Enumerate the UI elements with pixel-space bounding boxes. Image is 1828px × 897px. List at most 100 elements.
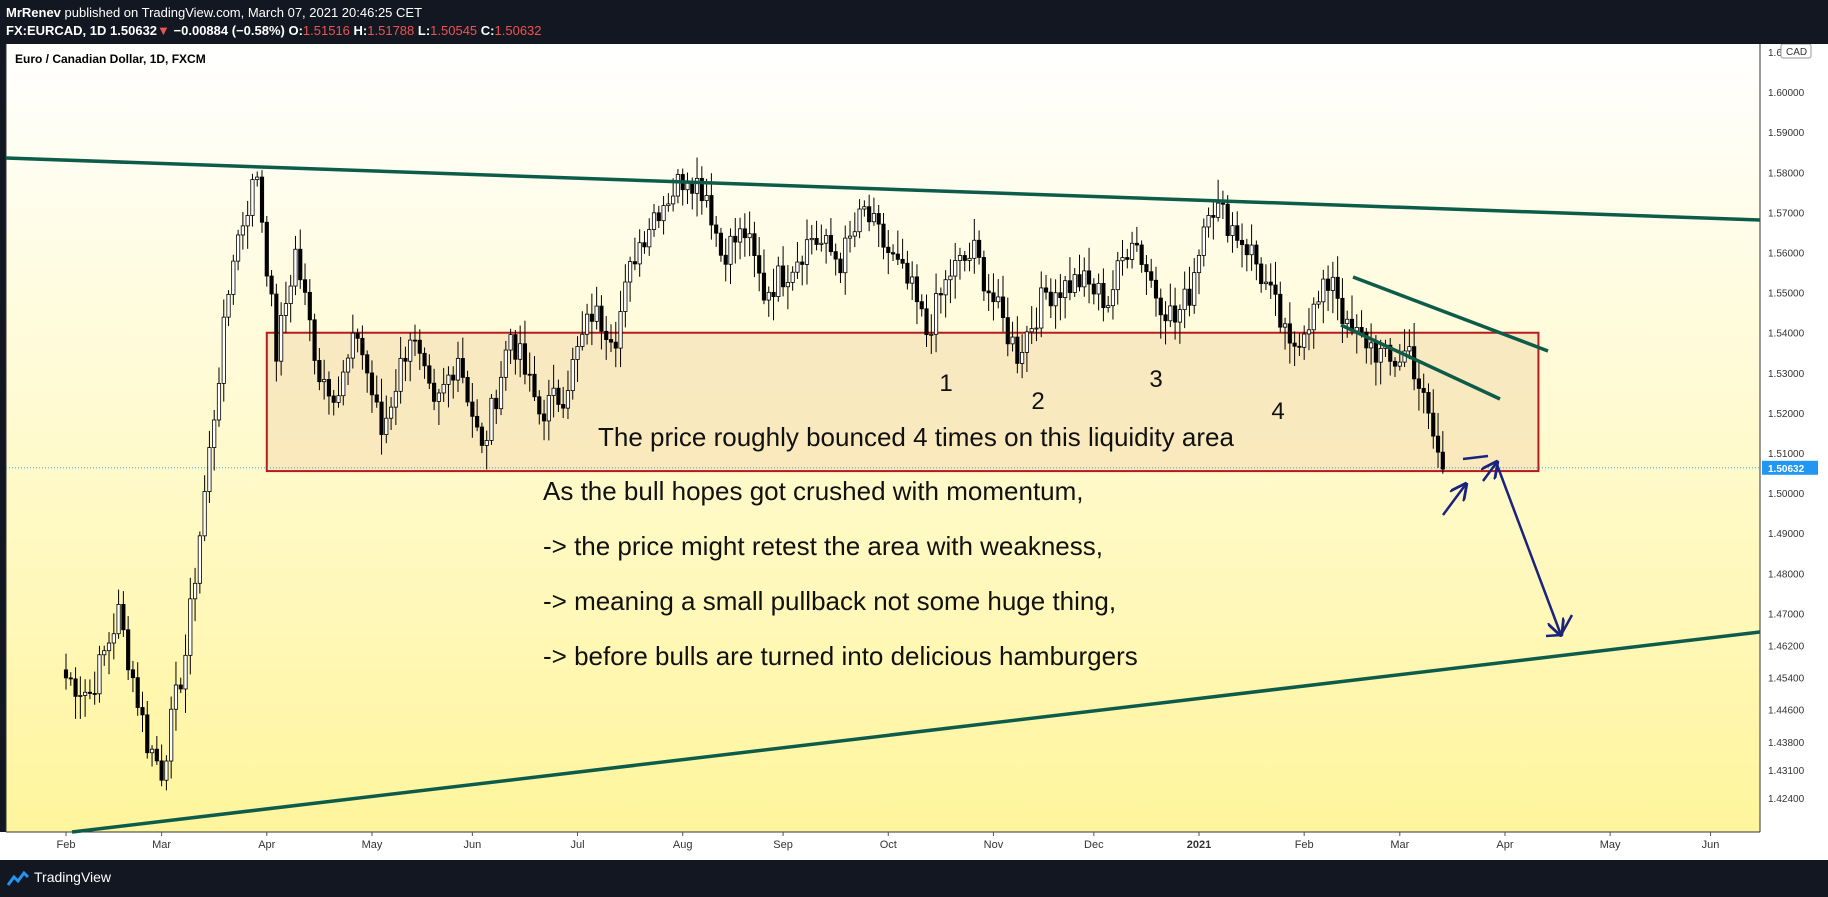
candle-body (594, 305, 599, 322)
candle-body (1421, 387, 1426, 393)
candle-body (398, 357, 403, 392)
upper-trendline[interactable] (5, 156, 1761, 222)
candle-body (1043, 287, 1049, 293)
candle-body (183, 654, 188, 690)
candle-body (537, 396, 542, 415)
candle-body (608, 339, 614, 343)
candle-body (173, 684, 179, 710)
candle-body (752, 233, 757, 256)
y-tick-label: 1.54000 (1768, 329, 1805, 340)
candles (63, 157, 1445, 791)
candle-body (704, 195, 709, 202)
candle-body (226, 293, 231, 318)
candle-body (121, 604, 126, 631)
candle-body (1364, 331, 1369, 349)
candle-body (953, 260, 958, 277)
candle-body (63, 669, 69, 679)
candle-body (1182, 288, 1187, 311)
liquidity-zone-box[interactable] (265, 331, 1540, 473)
candle-body (1311, 303, 1316, 331)
candle-body (389, 406, 394, 419)
x-tick-label: Dec (1084, 839, 1104, 851)
x-tick-label: Aug (673, 839, 693, 851)
candle-body (972, 239, 977, 259)
channel-upper-line[interactable] (1352, 275, 1549, 353)
candle-body (1302, 333, 1307, 348)
y-tick-label: 1.59000 (1768, 128, 1805, 139)
candle-body (508, 334, 513, 351)
candle-body (623, 281, 628, 312)
candle-body (522, 343, 528, 375)
currency-badge[interactable]: CAD (1780, 44, 1812, 59)
channel-lower-line[interactable] (1340, 323, 1501, 401)
x-axis-ticks: Feb Mar Apr May Jun Jul Aug Sep Oct Nov Dec 2021 Feb… (57, 832, 1719, 851)
candle-body (699, 177, 704, 202)
candle-body (742, 228, 747, 239)
pullback-arrow-1[interactable] (1441, 484, 1466, 516)
candle-body (800, 261, 805, 265)
candle-body (288, 285, 293, 304)
y-tick-label: 1.53000 (1768, 369, 1805, 380)
candle-body (981, 257, 986, 292)
candle-body (747, 233, 752, 239)
candle-body (1373, 342, 1378, 363)
candle-body (365, 354, 370, 374)
currency-label: CAD (1786, 47, 1807, 58)
drop-arrow[interactable] (1494, 461, 1561, 635)
candle-body (986, 290, 991, 294)
candle-body (1000, 296, 1006, 319)
candle-body (1440, 451, 1445, 470)
lower-trendline[interactable] (71, 630, 1761, 834)
candle-body (498, 376, 504, 410)
commentary-line: As the bull hopes got crushed with momen… (543, 476, 1084, 506)
x-tick-label: 2021 (1187, 839, 1211, 851)
candle-body (341, 371, 346, 397)
price-chart[interactable]: Euro / Canadian Dollar, 1D, FXCM 1.61000… (0, 44, 1828, 860)
pullback-arrow-2[interactable] (1483, 462, 1497, 482)
candle-body (1139, 244, 1144, 265)
candle-body (369, 372, 375, 396)
candle-body (546, 395, 551, 422)
candle-body (274, 293, 279, 362)
candle-body (197, 535, 202, 584)
candle-body (1211, 215, 1216, 218)
candle-body (384, 417, 389, 435)
candle-body (1416, 378, 1421, 389)
candle-body (790, 271, 795, 283)
candle-body (1335, 276, 1340, 299)
candle-body (934, 293, 939, 335)
candle-body (814, 238, 819, 245)
brand-name[interactable]: TradingView (34, 869, 112, 885)
y-tick-label: 1.47000 (1768, 609, 1805, 620)
y-tick-label: 1.49000 (1768, 529, 1805, 540)
candle-body (159, 760, 164, 781)
candle-body (255, 176, 260, 181)
candle-body (331, 395, 336, 403)
time-axis (0, 832, 1828, 860)
candle-body (556, 387, 561, 405)
candle-body (1125, 257, 1130, 260)
y-tick-label: 1.43100 (1768, 766, 1805, 777)
x-tick-label: Apr (1496, 839, 1513, 851)
candle-body (675, 174, 680, 197)
candle-body (169, 708, 174, 762)
candle-body (1206, 215, 1211, 228)
candle-body (259, 176, 265, 223)
author-name[interactable]: MrRenev (6, 5, 61, 20)
last-price-label: 1.50632 (1768, 464, 1805, 475)
candle-body (991, 292, 996, 303)
candle-body (632, 261, 637, 265)
ohlc-line: FX:EURCAD, 1D 1.50632▼ −0.00884 (−0.58%)… (6, 23, 542, 38)
candle-body (1158, 297, 1163, 316)
candle-body (111, 633, 116, 644)
candle-body (513, 334, 518, 360)
candle-body (1225, 203, 1230, 236)
high-label: H: (353, 23, 368, 38)
candle-body (737, 228, 743, 243)
candle-body (193, 582, 198, 600)
candle-body (422, 352, 427, 367)
candle-body (503, 349, 508, 378)
candle-body (943, 279, 948, 296)
currency-badge-box (1780, 44, 1812, 59)
bounce-label-4: 4 (1271, 398, 1284, 425)
